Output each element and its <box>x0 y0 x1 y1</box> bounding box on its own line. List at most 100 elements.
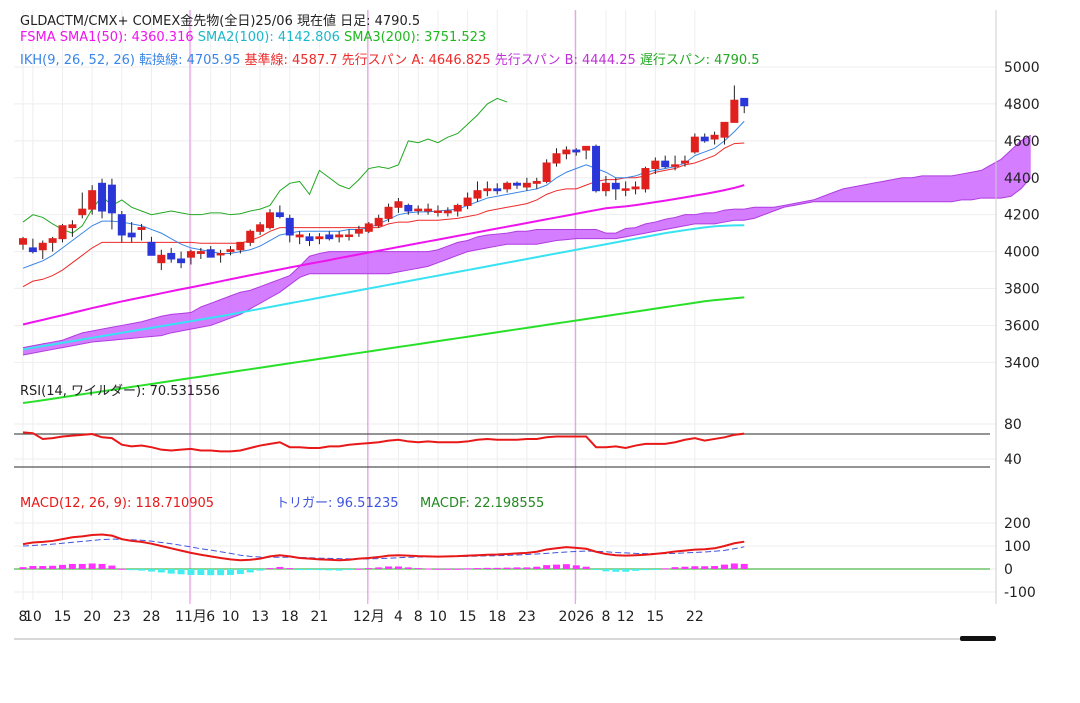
date-tick-label: 10 <box>429 609 447 625</box>
candle-body <box>38 242 47 251</box>
candle-body <box>345 234 354 237</box>
macd-histogram-bar <box>217 569 225 576</box>
price-tick-label: 4600 <box>1004 134 1040 150</box>
chikou-legend: 遅行スパン: 4790.5 <box>639 53 760 68</box>
candle-body <box>651 160 660 170</box>
date-tick-label: 15 <box>646 609 664 625</box>
candle-body <box>740 97 749 107</box>
candle-body <box>621 188 630 191</box>
date-tick-label: 20 <box>83 609 101 625</box>
tenkan-legend: IKH(9, 26, 52, 26) 転換線: 4705.95 <box>20 53 241 68</box>
macd-histogram-bar <box>592 569 600 570</box>
date-tick-label: 6 <box>206 609 215 625</box>
macd-histogram-bar <box>49 565 57 569</box>
macd-histogram-bar <box>187 569 195 575</box>
candle-body <box>157 254 166 264</box>
macd-histogram-bar <box>711 566 719 569</box>
macd-histogram-bar <box>177 569 185 575</box>
span-a-legend: 先行スパン A: 4646.825 <box>341 53 491 68</box>
candle-body <box>424 208 433 212</box>
candle-body <box>631 186 640 190</box>
candle-body <box>720 121 729 138</box>
macd-histogram-bar <box>355 568 363 570</box>
price-tick-label: 4200 <box>1004 208 1040 224</box>
candle-body <box>206 249 215 258</box>
candle-body <box>58 225 67 240</box>
macd-histogram-bar <box>59 564 67 569</box>
candle-body <box>572 149 581 153</box>
ichimoku-legend: IKH(9, 26, 52, 26) 転換線: 4705.95 基準線: 458… <box>20 49 760 68</box>
sma1-legend: SMA1(50): 4360.316 <box>59 30 194 45</box>
macd-histogram-bar <box>78 563 86 569</box>
macd-histogram-bar <box>226 569 234 575</box>
candle-body <box>404 204 413 212</box>
span-b-legend: 先行スパン B: 4444.25 <box>494 53 636 68</box>
macd-line <box>22 533 745 562</box>
macd-histogram-bar <box>375 567 383 569</box>
macd-histogram-bar <box>543 565 551 569</box>
price-axis: 5000 4800 4600 4400 4200 4000 3800 3600 3400 <box>1004 60 1040 371</box>
candle-body <box>285 217 294 236</box>
candle-body <box>246 230 255 243</box>
date-tick-label: 13 <box>251 609 269 625</box>
macd-histogram-bar <box>197 569 205 575</box>
date-tick-label: 23 <box>518 609 536 625</box>
candle-body <box>196 251 205 254</box>
candle-body <box>295 234 304 238</box>
macd-histogram-bar <box>68 563 76 569</box>
candle-body <box>28 247 37 253</box>
macd-histogram-bar <box>147 569 155 572</box>
price-tick-label: 4000 <box>1004 245 1040 261</box>
candle-body <box>354 228 363 234</box>
date-tick-label: 4 <box>394 609 403 625</box>
rsi-tick-label: 80 <box>1004 417 1022 433</box>
candle-body <box>582 145 591 151</box>
macd-histogram-bar <box>513 567 521 569</box>
candle-body <box>552 153 561 164</box>
candle-body <box>433 210 442 213</box>
candle-body <box>266 212 274 229</box>
macd-histogram-bar <box>424 568 432 570</box>
macd-histogram-bar <box>493 567 501 569</box>
chart-scrollbar[interactable] <box>14 636 996 642</box>
candle-body <box>493 188 502 192</box>
macd-histogram-bar <box>632 569 640 571</box>
macd-histogram-bar <box>29 566 37 569</box>
date-tick-label: 11月 <box>175 609 207 625</box>
scrollbar-thumb[interactable] <box>960 636 996 641</box>
sma1-line <box>22 184 745 326</box>
sma-legend: FSMA SMA1(50): 4360.316 SMA2(100): 4142.… <box>20 30 486 45</box>
candle-body <box>137 227 146 230</box>
macd-histogram-bar <box>39 566 47 569</box>
price-tick-label: 3600 <box>1004 318 1040 334</box>
candle-body <box>305 236 314 242</box>
candle-body <box>611 182 620 190</box>
macd-tick-label: 100 <box>1004 539 1031 555</box>
macd-histogram-bar <box>434 568 442 570</box>
candle-body <box>98 182 107 212</box>
macd-histogram-bar <box>671 567 679 569</box>
macd-histogram-bar <box>385 566 393 569</box>
macd-histogram-bar <box>651 569 659 570</box>
kijun-legend: 基準線: 4587.7 <box>244 53 338 68</box>
sma2-legend: SMA2(100): 4142.806 <box>197 30 340 45</box>
macd-histogram-bar <box>473 568 481 570</box>
chart-title: GLDACTM/CMX+ COMEX金先物(全日)25/06 現在値 日足: 4… <box>20 14 421 29</box>
candle-body <box>177 258 186 264</box>
macd-panel: 200 100 0 -100 <box>14 516 1036 601</box>
date-tick-label: 12 <box>617 609 635 625</box>
macd-histogram-bar <box>622 569 630 572</box>
macd-histogram-bar <box>553 564 561 569</box>
macd-trigger-label: トリガー: 96.51235 <box>276 496 399 511</box>
macd-tick-label: 0 <box>1004 562 1013 578</box>
macd-histogram-bar <box>503 567 511 569</box>
scrollbar-track[interactable] <box>14 638 996 640</box>
span-a-line <box>22 134 1032 349</box>
macd-histogram-bar <box>740 563 748 569</box>
candle-body <box>88 190 97 210</box>
price-tick-label: 3400 <box>1004 355 1040 371</box>
fsma-prefix: FSMA <box>20 30 56 45</box>
candle-body <box>503 182 512 190</box>
candle-body <box>186 251 195 258</box>
